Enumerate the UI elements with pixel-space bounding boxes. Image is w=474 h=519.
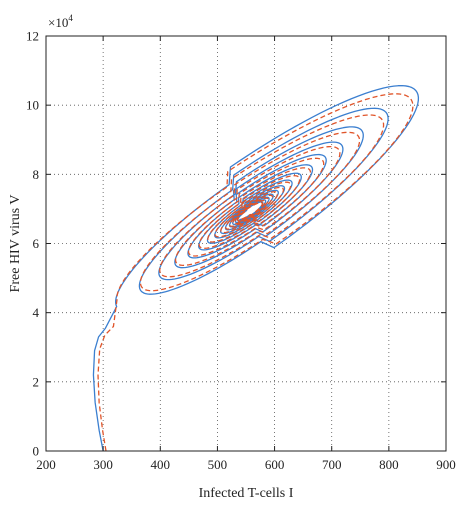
x-tick-label: 800 <box>379 457 399 472</box>
y-multiplier-base: ×10 <box>48 15 68 30</box>
series-line-dashed <box>97 93 414 452</box>
y-tick-label: 6 <box>33 236 40 251</box>
x-tick-label: 200 <box>36 457 56 472</box>
y-axis-label: Free HIV virus V <box>8 195 23 293</box>
y-axis-multiplier: ×104 <box>48 13 73 30</box>
x-tick-label: 900 <box>436 457 456 472</box>
x-tick-label: 700 <box>322 457 342 472</box>
y-tick-label: 2 <box>33 374 40 389</box>
y-tick-label: 10 <box>26 98 39 113</box>
y-tick-label: 4 <box>33 305 40 320</box>
y-tick-label: 8 <box>33 167 40 182</box>
x-tick-label: 600 <box>265 457 285 472</box>
y-multiplier-exponent: 4 <box>68 13 73 23</box>
axis-labels: 200 300 400 500 600 700 800 900 0 2 4 6 8 10 12 <box>26 29 456 473</box>
x-tick-label: 500 <box>208 457 228 472</box>
series-lines <box>92 85 420 452</box>
y-tick-label: 0 <box>33 444 40 459</box>
x-axis-label: Infected T-cells I <box>199 486 294 501</box>
x-tick-label: 400 <box>151 457 171 472</box>
x-tick-label: 300 <box>93 457 113 472</box>
y-tick-label: 12 <box>26 29 39 44</box>
axis-ticks <box>45 35 447 452</box>
